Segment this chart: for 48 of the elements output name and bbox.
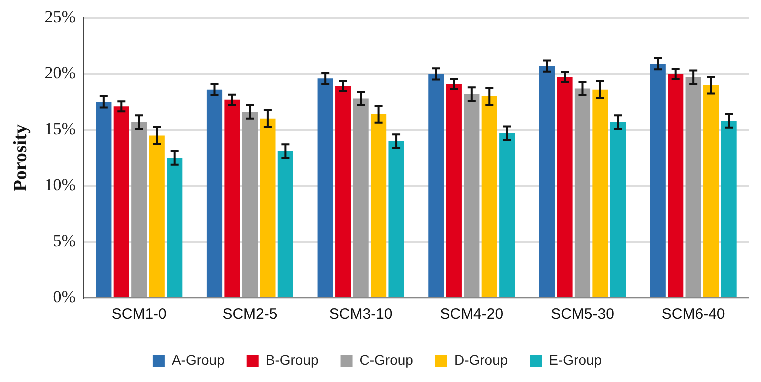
bar xyxy=(242,112,258,298)
bar xyxy=(336,86,352,298)
x-tick-label: SCM6-40 xyxy=(662,306,726,324)
bar xyxy=(500,133,516,298)
bar xyxy=(318,78,334,298)
legend-label: E-Group xyxy=(549,352,602,368)
x-tick-label: SCM5-30 xyxy=(551,306,614,324)
bar xyxy=(650,64,666,298)
y-tick-label: 20% xyxy=(44,64,76,83)
y-tick-label: 5% xyxy=(53,232,76,251)
bar xyxy=(446,84,462,298)
bar xyxy=(167,158,183,298)
x-tick-label: SCM3-10 xyxy=(329,306,393,324)
legend-label: C-Group xyxy=(360,352,414,368)
legend-label: A-Group xyxy=(172,352,226,368)
bar xyxy=(388,141,404,298)
y-tick-label: 25% xyxy=(44,8,76,27)
bar xyxy=(260,118,276,298)
bar xyxy=(206,90,223,298)
bar xyxy=(224,100,240,298)
y-tick-label: 15% xyxy=(44,120,76,139)
legend-label: D-Group xyxy=(454,352,508,368)
x-tick-label: SCM1-0 xyxy=(112,306,167,324)
bar xyxy=(668,74,684,298)
bar xyxy=(574,88,591,298)
bar xyxy=(96,102,112,298)
bar xyxy=(278,151,294,298)
bar xyxy=(114,106,130,298)
bar xyxy=(592,90,608,298)
y-tick-label: 0% xyxy=(53,287,76,306)
bar xyxy=(482,96,498,298)
y-tick-label: 10% xyxy=(44,176,76,195)
bar xyxy=(557,78,573,298)
bar xyxy=(686,78,702,298)
bar xyxy=(132,122,148,298)
legend-label: B-Group xyxy=(266,352,319,368)
bar xyxy=(704,85,720,298)
bar xyxy=(370,114,387,298)
bar xyxy=(353,98,369,298)
bar xyxy=(610,122,626,298)
bar xyxy=(539,66,556,298)
y-axis-title: Porosity xyxy=(10,124,32,192)
bar xyxy=(721,121,737,298)
bar xyxy=(464,94,480,298)
x-tick-label: SCM2-5 xyxy=(222,306,278,324)
x-tick-label: SCM4-20 xyxy=(440,306,504,324)
bar xyxy=(149,136,165,298)
bar xyxy=(428,74,444,298)
